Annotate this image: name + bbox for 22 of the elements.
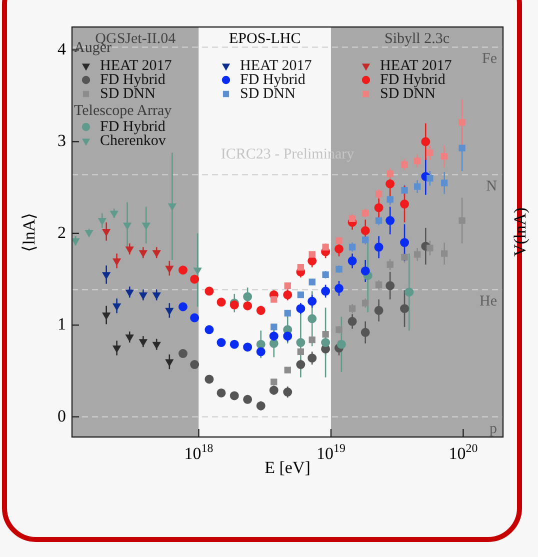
- legend-label: FD Hybrid: [100, 72, 166, 88]
- legend-label: HEAT 2017: [240, 58, 312, 74]
- legend-label: FD Hybrid: [100, 118, 166, 135]
- y-tick-label: 2: [58, 222, 66, 242]
- legend-label: HEAT 2017: [100, 58, 172, 74]
- x-axis-title: E [eV]: [264, 458, 310, 477]
- ref-line-label: He: [480, 294, 498, 310]
- y2-axis-title: V(lnA): [510, 207, 530, 257]
- y-tick-label: 0: [58, 406, 66, 426]
- y-tick-label: 3: [58, 131, 66, 150]
- y-axis-title: ⟨lnA⟩: [19, 212, 38, 252]
- band-label: EPOS-LHC: [229, 31, 301, 47]
- y-tick-label: 4: [58, 39, 66, 58]
- legend-label: HEAT 2017: [380, 58, 452, 74]
- band-label: Sibyll 2.3c: [384, 31, 450, 47]
- y-tick-label: 1: [58, 314, 66, 334]
- ref-line-label: Fe: [482, 51, 498, 68]
- legend-label: FD Hybrid: [240, 72, 306, 88]
- ref-line-label: p: [490, 420, 497, 437]
- ref-line-label: N: [486, 178, 498, 195]
- legend-label: FD Hybrid: [380, 72, 446, 88]
- annotation: Telescope Array: [74, 102, 172, 119]
